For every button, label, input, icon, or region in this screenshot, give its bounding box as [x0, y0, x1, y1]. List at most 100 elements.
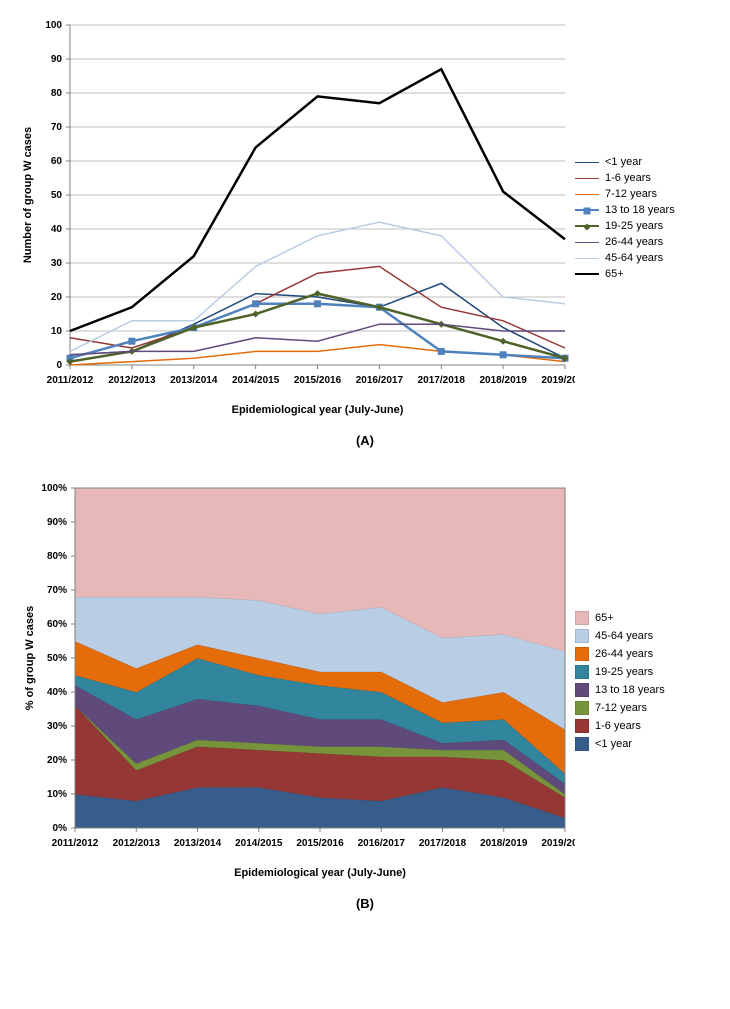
svg-text:10%: 10% — [47, 789, 67, 800]
svg-text:2011/2012: 2011/2012 — [52, 838, 99, 849]
svg-text:40: 40 — [51, 224, 63, 235]
legend-swatch-icon — [575, 178, 599, 179]
svg-text:2016/2017: 2016/2017 — [358, 838, 406, 849]
chart-b-figure: 0% 10% 20% 30% 40% 50% 60% 70% 80% 90% 100% 2011/20… — [15, 478, 715, 911]
legend-label: 65+ — [605, 268, 624, 280]
legend-item: 13 to 18 years — [575, 204, 675, 216]
legend-label: 1-6 years — [605, 172, 651, 184]
legend-swatch-icon — [575, 194, 599, 195]
legend-label: 13 to 18 years — [595, 684, 665, 696]
legend-label: 19-25 years — [595, 666, 653, 678]
legend-swatch-icon — [575, 701, 589, 715]
svg-text:0: 0 — [56, 360, 62, 371]
legend-label: 7-12 years — [595, 702, 647, 714]
svg-text:90%: 90% — [47, 517, 67, 528]
svg-text:100%: 100% — [41, 483, 67, 494]
chart-a-figure: 0 10 20 30 40 50 60 70 80 90 100 2011/2012 2012/2013… — [15, 15, 715, 448]
legend-item: 13 to 18 years — [575, 683, 665, 697]
legend-item: 65+ — [575, 611, 665, 625]
legend-swatch-icon — [575, 647, 589, 661]
legend-swatch-icon — [575, 665, 589, 679]
svg-text:2011/2012: 2011/2012 — [47, 375, 94, 386]
legend-swatch-icon — [575, 162, 599, 163]
legend-label: 45-64 years — [605, 252, 663, 264]
legend-item: 19-25 years — [575, 665, 665, 679]
legend-swatch-icon — [575, 273, 599, 275]
legend-item: 65+ — [575, 268, 675, 280]
legend-swatch-icon — [575, 683, 589, 697]
svg-text:80%: 80% — [47, 551, 67, 562]
legend-item: 1-6 years — [575, 719, 665, 733]
svg-text:50: 50 — [51, 190, 63, 201]
svg-text:Number of group W cases: Number of group W cases — [22, 127, 34, 263]
svg-text:60: 60 — [51, 156, 63, 167]
chart-a-plot: 0 10 20 30 40 50 60 70 80 90 100 2011/2012 2012/2013… — [15, 15, 575, 425]
svg-text:10: 10 — [51, 326, 63, 337]
legend-label: 65+ — [595, 612, 614, 624]
svg-text:30%: 30% — [47, 721, 67, 732]
svg-text:60%: 60% — [47, 619, 67, 630]
legend-item: <1 year — [575, 156, 675, 168]
legend-label: 26-44 years — [605, 236, 663, 248]
legend-swatch-icon — [575, 737, 589, 751]
chart-b-plot: 0% 10% 20% 30% 40% 50% 60% 70% 80% 90% 100% 2011/20… — [15, 478, 575, 888]
svg-text:Epidemiological year (July-Jun: Epidemiological year (July-June) — [234, 867, 406, 879]
svg-text:40%: 40% — [47, 687, 67, 698]
legend-swatch-icon — [575, 209, 599, 211]
svg-text:2018/2019: 2018/2019 — [480, 838, 528, 849]
legend-label: <1 year — [595, 738, 632, 750]
svg-text:2019/2020: 2019/2020 — [541, 375, 575, 386]
svg-text:20%: 20% — [47, 755, 67, 766]
legend-swatch-icon — [575, 719, 589, 733]
svg-text:2019/2020: 2019/2020 — [541, 838, 575, 849]
chart-b-legend: 65+ 45-64 years 26-44 years 19-25 years 13 t… — [575, 611, 665, 755]
chart-a-panel-label: (A) — [15, 433, 715, 448]
legend-item: 45-64 years — [575, 252, 675, 264]
svg-text:2012/2013: 2012/2013 — [113, 838, 161, 849]
legend-label: 7-12 years — [605, 188, 657, 200]
legend-label: 13 to 18 years — [605, 204, 675, 216]
legend-item: <1 year — [575, 737, 665, 751]
legend-item: 45-64 years — [575, 629, 665, 643]
legend-swatch-icon — [575, 611, 589, 625]
legend-label: <1 year — [605, 156, 642, 168]
svg-text:2015/2016: 2015/2016 — [294, 375, 342, 386]
svg-text:2014/2015: 2014/2015 — [232, 375, 280, 386]
svg-text:2018/2019: 2018/2019 — [479, 375, 527, 386]
svg-text:30: 30 — [51, 258, 63, 269]
svg-text:70: 70 — [51, 122, 63, 133]
svg-text:% of group W cases: % of group W cases — [24, 606, 36, 711]
svg-text:2013/2014: 2013/2014 — [174, 838, 222, 849]
legend-swatch-icon — [575, 225, 599, 227]
legend-swatch-icon — [575, 629, 589, 643]
svg-text:100: 100 — [45, 20, 62, 31]
legend-item: 26-44 years — [575, 236, 675, 248]
svg-text:2012/2013: 2012/2013 — [108, 375, 156, 386]
svg-text:2017/2018: 2017/2018 — [418, 375, 466, 386]
svg-text:2016/2017: 2016/2017 — [356, 375, 404, 386]
legend-item: 1-6 years — [575, 172, 675, 184]
svg-text:20: 20 — [51, 292, 63, 303]
svg-text:2013/2014: 2013/2014 — [170, 375, 218, 386]
legend-label: 1-6 years — [595, 720, 641, 732]
svg-text:70%: 70% — [47, 585, 67, 596]
svg-text:2017/2018: 2017/2018 — [419, 838, 467, 849]
legend-swatch-icon — [575, 242, 599, 243]
legend-swatch-icon — [575, 258, 599, 259]
legend-item: 26-44 years — [575, 647, 665, 661]
svg-text:90: 90 — [51, 54, 63, 65]
svg-text:Epidemiological year (July-Jun: Epidemiological year (July-June) — [232, 404, 404, 416]
legend-item: 7-12 years — [575, 188, 675, 200]
svg-text:0%: 0% — [53, 823, 68, 834]
legend-item: 19-25 years — [575, 220, 675, 232]
chart-a-legend: <1 year 1-6 years 7-12 years 13 to 18 years… — [575, 156, 675, 284]
svg-text:80: 80 — [51, 88, 63, 99]
legend-label: 19-25 years — [605, 220, 663, 232]
svg-text:50%: 50% — [47, 653, 67, 664]
legend-label: 26-44 years — [595, 648, 653, 660]
svg-text:2015/2016: 2015/2016 — [296, 838, 344, 849]
legend-item: 7-12 years — [575, 701, 665, 715]
chart-b-panel-label: (B) — [15, 896, 715, 911]
legend-label: 45-64 years — [595, 630, 653, 642]
svg-text:2014/2015: 2014/2015 — [235, 838, 283, 849]
